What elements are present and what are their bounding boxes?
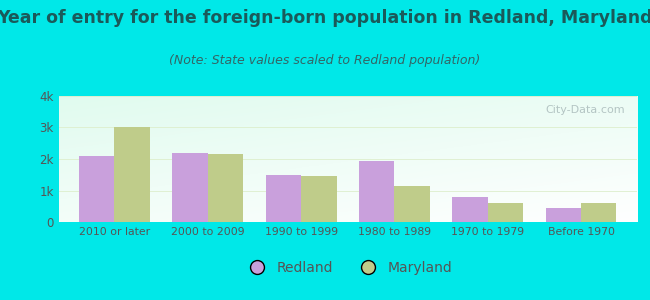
Text: City-Data.com: City-Data.com xyxy=(546,105,625,115)
Bar xyxy=(208,154,243,222)
Text: (Note: State values scaled to Redland population): (Note: State values scaled to Redland po… xyxy=(170,54,480,67)
Bar xyxy=(359,160,395,222)
Text: Year of entry for the foreign-born population in Redland, Maryland: Year of entry for the foreign-born popul… xyxy=(0,9,650,27)
Bar xyxy=(114,128,150,222)
Legend: Redland, Maryland: Redland, Maryland xyxy=(238,256,458,280)
Bar xyxy=(266,175,301,222)
Bar xyxy=(545,208,581,222)
Bar xyxy=(581,203,616,222)
Bar xyxy=(452,197,488,222)
Bar xyxy=(172,153,208,222)
Bar xyxy=(488,203,523,222)
Bar xyxy=(301,176,337,222)
Bar xyxy=(395,186,430,222)
Bar xyxy=(79,156,114,222)
